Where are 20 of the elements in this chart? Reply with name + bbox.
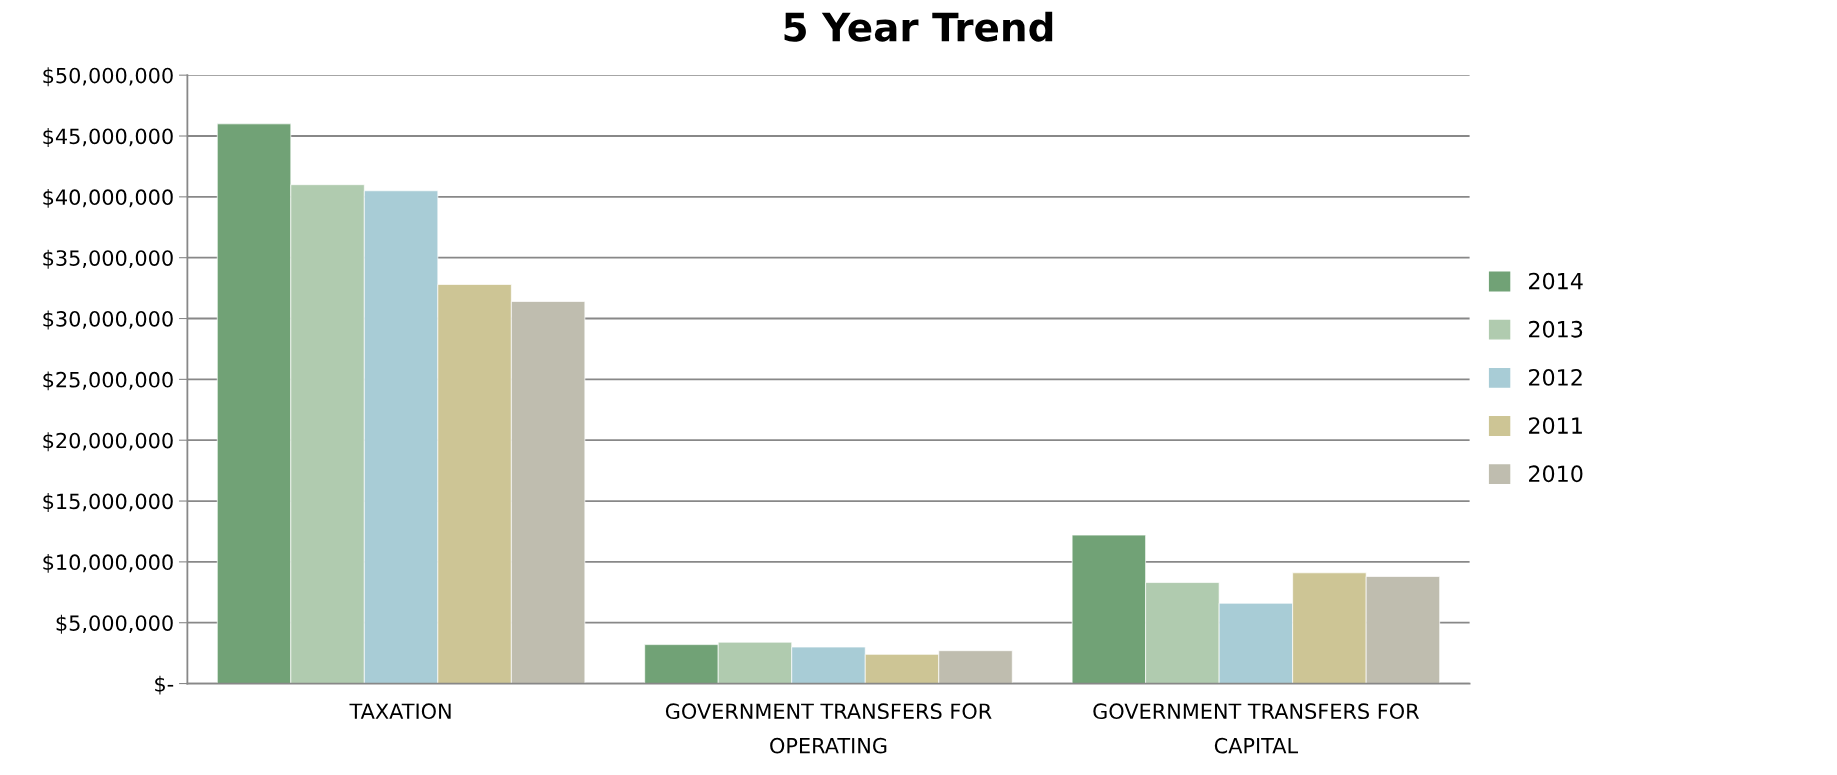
y-tick-label: $40,000,000: [43, 188, 173, 208]
y-tick-label: $35,000,000: [43, 249, 173, 269]
y-tick-label: $20,000,000: [43, 432, 173, 452]
x-tick-label: GOVERNMENT TRANSFERS FOR OPERATING: [665, 703, 992, 754]
y-tick-label: $45,000,000: [43, 128, 173, 147]
legend-label: 2014: [1529, 272, 1583, 290]
x-tick-label: TAXATION: [349, 703, 451, 720]
legend-label: 2012: [1529, 369, 1582, 386]
x-tick-label: GOVERNMENT TRANSFERS FOR CAPITAL: [1093, 703, 1420, 754]
y-tick-label: $10,000,000: [43, 553, 173, 573]
y-tick-label: $50,000,000: [43, 67, 173, 87]
legend-label: 2010: [1529, 465, 1583, 483]
y-tick-label: $30,000,000: [43, 310, 173, 330]
legend-label: 2013: [1529, 320, 1583, 338]
y-tick-label: $25,000,000: [43, 371, 173, 391]
y-tick-label: $-: [155, 675, 174, 695]
y-tick-label: $5,000,000: [56, 614, 173, 634]
y-tick-label: $15,000,000: [43, 493, 173, 513]
legend-label: 2011: [1529, 417, 1582, 434]
chart-title: 5 Year Trend: [784, 11, 1053, 42]
